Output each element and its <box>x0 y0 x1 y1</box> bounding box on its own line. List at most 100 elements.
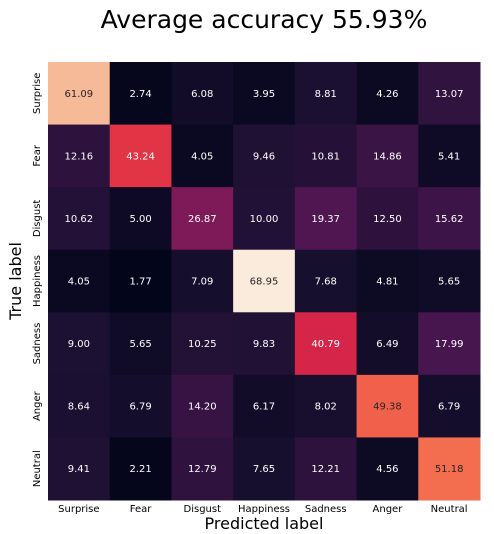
x-tick-label: Fear <box>130 504 152 515</box>
heatmap-cell <box>418 374 481 438</box>
heatmap-cell <box>48 62 111 126</box>
cell-value-label: 49.38 <box>373 402 402 413</box>
heatmap-cell <box>109 187 172 251</box>
cell-value-label: 9.46 <box>253 151 275 162</box>
heatmap-cell <box>48 312 111 376</box>
chart-title: Average accuracy 55.93% <box>101 5 428 34</box>
heatmap-cell <box>418 312 481 376</box>
y-tick-label: Neutral <box>32 450 43 487</box>
y-tick-label: Sadness <box>32 323 43 365</box>
heatmap-cell <box>48 374 111 438</box>
cell-value-label: 10.25 <box>188 339 217 350</box>
cell-value-label: 17.99 <box>435 339 464 350</box>
heatmap-cell <box>171 187 234 251</box>
heatmap-cell <box>48 249 111 313</box>
heatmap-cell <box>171 312 234 376</box>
heatmap-cell <box>356 62 419 126</box>
heatmap-cell <box>109 124 172 188</box>
heatmap-cell <box>356 249 419 313</box>
cell-value-label: 3.95 <box>253 89 275 100</box>
cell-value-label: 10.62 <box>65 214 94 225</box>
heatmap-cell <box>233 312 296 376</box>
heatmap-cell <box>233 437 296 501</box>
cell-value-label: 5.65 <box>438 277 460 288</box>
heatmap-cell <box>109 62 172 126</box>
cell-value-label: 6.79 <box>129 402 151 413</box>
y-tick-label: Fear <box>32 144 43 166</box>
cell-value-label: 12.50 <box>373 214 402 225</box>
heatmap-cell <box>356 374 419 438</box>
cell-value-label: 51.18 <box>435 464 464 475</box>
y-tick-label: Happiness <box>32 255 43 307</box>
cell-value-label: 9.83 <box>253 339 275 350</box>
cell-value-label: 15.62 <box>435 214 464 225</box>
heatmap-cell <box>109 437 172 501</box>
heatmap-cell <box>233 249 296 313</box>
x-tick-label: Surprise <box>58 504 99 515</box>
cell-value-label: 6.49 <box>376 339 398 350</box>
cell-value-label: 12.21 <box>311 464 340 475</box>
cell-value-label: 43.24 <box>126 151 155 162</box>
heatmap-cell <box>294 62 358 126</box>
heatmap-cell <box>294 437 358 501</box>
heatmap-cell <box>294 374 358 438</box>
heatmap-cell <box>171 437 234 501</box>
heatmap-cell <box>109 312 172 376</box>
heatmap-cell <box>356 124 419 188</box>
heatmap-cell <box>294 124 358 188</box>
heatmap-cell <box>294 187 358 251</box>
heatmap-cell <box>48 187 111 251</box>
y-tick-labels: Surprise Fear Disgust Happiness Sadness Anger… <box>32 73 43 488</box>
cell-value-label: 2.74 <box>129 89 151 100</box>
heatmap-cell <box>356 312 419 376</box>
heatmap-cell <box>418 437 481 501</box>
cell-value-label: 9.41 <box>68 464 90 475</box>
x-axis-label: Predicted label <box>205 514 324 533</box>
cell-value-label: 8.02 <box>315 402 337 413</box>
cell-value-label: 7.68 <box>315 277 337 288</box>
cell-value-label: 5.41 <box>438 151 460 162</box>
cell-value-label: 68.95 <box>250 277 279 288</box>
x-tick-label: Neutral <box>431 504 468 515</box>
heatmap-cell <box>356 437 419 501</box>
cell-value-label: 1.77 <box>129 277 151 288</box>
y-tick-label: Anger <box>32 390 43 421</box>
cell-value-label: 19.37 <box>311 214 340 225</box>
heatmap-cell <box>233 374 296 438</box>
heatmap-cells <box>48 62 481 501</box>
heatmap-cell <box>233 62 296 126</box>
cell-value-label: 10.00 <box>250 214 279 225</box>
x-tick-label: Sadness <box>305 504 347 515</box>
heatmap-cell <box>171 62 234 126</box>
heatmap-cell <box>233 187 296 251</box>
cell-value-label: 5.65 <box>129 339 151 350</box>
cell-value-label: 14.86 <box>373 151 402 162</box>
heatmap-cell <box>418 249 481 313</box>
cell-value-label: 40.79 <box>311 339 340 350</box>
heatmap-cell <box>418 62 481 126</box>
x-tick-labels: Surprise Fear Disgust Happiness Sadness Anger… <box>58 504 467 515</box>
cell-value-label: 8.81 <box>315 89 337 100</box>
heatmap-cell <box>109 249 172 313</box>
cell-value-label: 12.16 <box>65 151 94 162</box>
heatmap-cell <box>294 249 358 313</box>
heatmap-cell-labels: 61.09 2.74 6.08 3.95 8.81 4.26 13.07 12.16 43.24… <box>65 89 464 475</box>
heatmap-cell <box>109 374 172 438</box>
x-tick-label: Disgust <box>184 504 222 515</box>
heatmap-cell <box>48 124 111 188</box>
heatmap-cell <box>418 187 481 251</box>
heatmap-cell <box>356 187 419 251</box>
cell-value-label: 6.79 <box>438 402 460 413</box>
x-tick-label: Happiness <box>238 504 290 515</box>
y-tick-label: Disgust <box>32 200 43 238</box>
cell-value-label: 9.00 <box>68 339 90 350</box>
heatmap-cell <box>171 374 234 438</box>
cell-value-label: 8.64 <box>68 402 90 413</box>
y-tick-label: Surprise <box>32 73 43 114</box>
cell-value-label: 4.26 <box>376 89 398 100</box>
cell-value-label: 4.81 <box>376 277 398 288</box>
cell-value-label: 7.65 <box>253 464 275 475</box>
cell-value-label: 2.21 <box>129 464 151 475</box>
heatmap-cell <box>48 437 111 501</box>
